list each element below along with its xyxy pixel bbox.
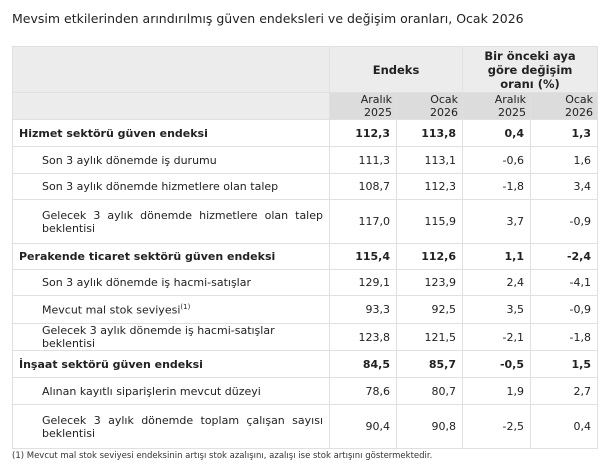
cell-value: 121,5 [395,323,464,351]
cell-value: -0,9 [530,295,599,324]
cell-value: 115,9 [395,199,464,244]
col-header: Aralık 2025 [329,92,397,120]
cell-value: 1,1 [462,243,532,270]
cell-value: 3,5 [462,295,532,324]
table-row: Gelecek 3 aylık dönemde toplam çalışan s… [12,404,599,449]
col-header: Ocak 2026 [395,92,464,120]
table-row: Perakende ticaret sektörü güven endeksi 1… [12,243,599,270]
cell-value: 90,4 [329,404,397,449]
cell-value: -0,6 [462,146,532,174]
cell-value: -2,1 [462,323,532,351]
cell-value: 112,6 [395,243,464,270]
row-label-text: Son 3 aylık dönemde iş durumu [42,153,217,167]
header-change-rate: Bir önceki aya göre değişim oranı (%) [462,46,599,93]
row-label-text: İnşaat sektörü güven endeksi [19,357,203,371]
cell-value: 1,3 [530,119,599,147]
row-label-text: Gelecek 3 aylık dönemde toplam çalışan s… [42,413,323,440]
row-label-text: Alınan kayıtlı siparişlerin mevcut düzey… [42,384,261,398]
header-empty [12,46,330,93]
table-row: Son 3 aylık dönemde iş durumu 111,3 113,1-… [12,146,599,174]
cell-value: 123,8 [329,323,397,351]
row-label: Gelecek 3 aylık dönemde hizmetlere olan … [12,199,330,244]
cell-value: 112,3 [329,119,397,147]
cell-value: 1,9 [462,377,532,405]
cell-value: 1,6 [530,146,599,174]
table-row: Son 3 aylık dönemde hizmetlere olan tale… [12,173,599,200]
cell-value: 117,0 [329,199,397,244]
cell-value: 3,7 [462,199,532,244]
cell-value: 93,3 [329,295,397,324]
cell-value: 78,6 [329,377,397,405]
row-label: Gelecek 3 aylık dönemde toplam çalışan s… [12,404,330,449]
header-endeks: Endeks [328,46,464,93]
row-label: Son 3 aylık dönemde iş durumu [12,146,330,174]
row-label-text: Gelecek 3 aylık dönemde hizmetlere olan … [42,208,323,235]
cell-value: 113,1 [395,146,464,174]
row-label-text: Perakende ticaret sektörü güven endeksi [19,250,276,263]
cell-value: -1,8 [462,173,532,200]
cell-value: -1,8 [530,323,599,351]
page-title: Mevsim etkilerinden arındırılmış güven e… [12,11,524,26]
row-label: Gelecek 3 aylık dönemde iş hacmi-satışla… [12,323,330,351]
cell-value: 113,8 [395,119,464,147]
cell-value: 90,8 [395,404,464,449]
table-row: Son 3 aylık dönemde iş hacmi-satışlar 129… [12,269,599,296]
cell-value: -0,9 [530,199,599,244]
cell-value: 84,5 [329,350,397,378]
cell-value: 0,4 [462,119,532,147]
col-header: Aralık 2025 [462,92,532,120]
header-empty-2 [12,92,330,120]
cell-value: 2,4 [462,269,532,296]
cell-value: 0,4 [530,404,599,449]
confidence-index-table: Endeks Bir önceki aya göre değişim oranı… [12,46,599,449]
row-label-text: Son 3 aylık dönemde iş hacmi-satışlar [42,276,251,289]
col-header: Ocak 2026 [530,92,599,120]
row-label: Son 3 aylık dönemde hizmetlere olan tale… [12,173,330,200]
table-row: Alınan kayıtlı siparişlerin mevcut düzey… [12,377,599,405]
footnote-ref: (1) [180,302,191,311]
row-label: Son 3 aylık dönemde iş hacmi-satışlar [12,269,330,296]
table-row: Mevcut mal stok seviyesi(1) 93,3 92,5 3,5 -0… [12,295,599,324]
row-label: İnşaat sektörü güven endeksi [12,350,330,378]
cell-value: 129,1 [329,269,397,296]
cell-value: 115,4 [329,243,397,270]
cell-value: 85,7 [395,350,464,378]
cell-value: 112,3 [395,173,464,200]
cell-value: -2,4 [530,243,599,270]
cell-value: 111,3 [329,146,397,174]
cell-value: 2,7 [530,377,599,405]
row-label-text: Hizmet sektörü güven endeksi [19,126,208,140]
row-label-text: Son 3 aylık dönemde hizmetlere olan tale… [42,180,279,193]
cell-value: 92,5 [395,295,464,324]
row-label: Mevcut mal stok seviyesi(1) [12,295,330,324]
table-row: Gelecek 3 aylık dönemde hizmetlere olan … [12,199,599,244]
row-label: Hizmet sektörü güven endeksi [12,119,330,147]
table-row: Gelecek 3 aylık dönemde iş hacmi-satışla… [12,323,599,351]
cell-value: 123,9 [395,269,464,296]
table-row: Hizmet sektörü güven endeksi 112,3 113,8 0,… [12,119,599,147]
cell-value: -4,1 [530,269,599,296]
cell-value: 1,5 [530,350,599,378]
footnote: (1) Mevcut mal stok seviyesi endeksinin … [12,451,433,461]
cell-value: -2,5 [462,404,532,449]
cell-value: 108,7 [329,173,397,200]
cell-value: -0,5 [462,350,532,378]
row-label: Perakende ticaret sektörü güven endeksi [12,243,330,270]
row-label-text: Mevcut mal stok seviyesi [42,303,181,317]
row-label-text: Gelecek 3 aylık dönemde iş hacmi-satışla… [42,324,275,350]
cell-value: 3,4 [530,173,599,200]
table-row: İnşaat sektörü güven endeksi 84,5 85,7 -0,5… [12,350,599,378]
cell-value: 80,7 [395,377,464,405]
row-label: Alınan kayıtlı siparişlerin mevcut düzey… [12,377,330,405]
